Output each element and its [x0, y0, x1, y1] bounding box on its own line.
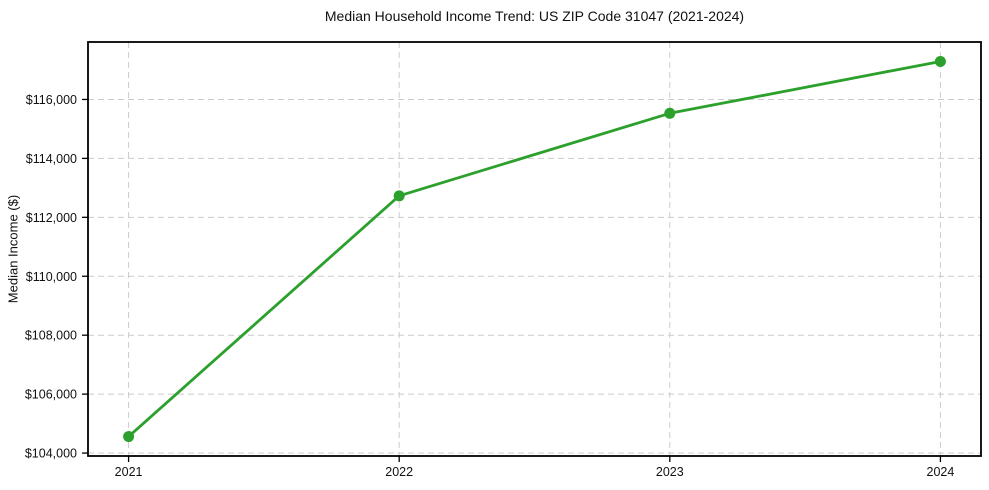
y-tick-label: $110,000	[26, 270, 77, 284]
x-tick-label: 2022	[385, 465, 413, 479]
y-tick-label: $112,000	[26, 211, 77, 225]
income-trend-line	[127, 60, 942, 438]
y-tick-label: $116,000	[26, 93, 77, 107]
data-point-2021	[123, 431, 135, 443]
y-tick-label: $106,000	[25, 388, 77, 402]
y-tick-label: $114,000	[26, 152, 77, 166]
data-point-2023	[664, 107, 676, 119]
data-point-2024	[934, 55, 946, 67]
y-tick-label: $104,000	[25, 447, 77, 461]
data-point-2022	[393, 190, 405, 202]
y-tick-label: $108,000	[25, 329, 77, 343]
x-tick-label: 2023	[656, 465, 684, 479]
x-tick-label: 2021	[115, 465, 143, 479]
plot-border	[87, 41, 982, 457]
x-tick-label: 2024	[927, 465, 955, 479]
chart-title: Median Household Income Trend: US ZIP Co…	[324, 8, 745, 24]
